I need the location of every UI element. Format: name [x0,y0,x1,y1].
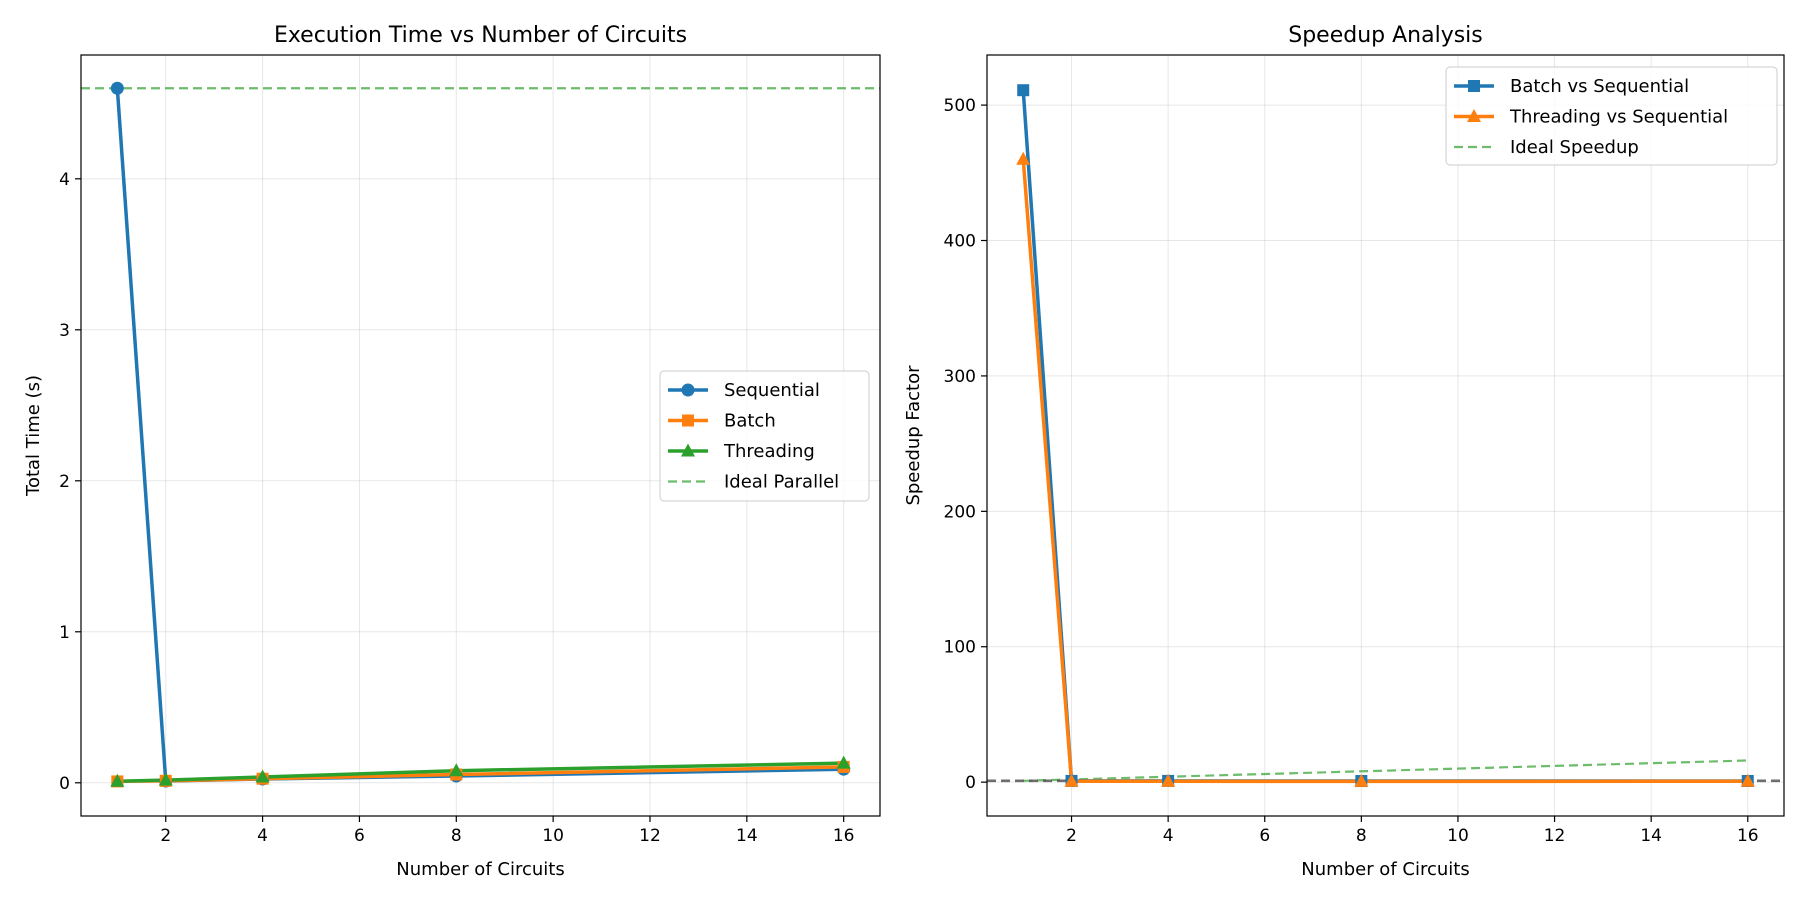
x-tick-label: 6 [354,826,365,846]
x-tick-label: 12 [639,826,661,846]
data-point [158,772,173,786]
legend-marker [682,414,694,427]
legend-marker [1468,80,1480,92]
y-tick-label: 3 [59,321,70,341]
axes-frame [80,54,881,817]
chart-title: Execution Time vs Number of Circuits [274,23,687,48]
legend-label: Ideal Parallel [724,472,839,493]
data-point [1161,773,1176,787]
x-tick-label: 10 [1447,826,1469,846]
legend-label: Threading vs Sequential [1509,107,1728,128]
x-tick-label: 4 [1163,826,1174,846]
x-tick-label: 4 [257,826,268,846]
series-line-2 [1021,159,1748,784]
x-tick-label: 16 [1737,826,1759,846]
y-tick-label: 100 [944,638,976,658]
y-axis-label: Total Time (s) [23,375,44,497]
y-tick-label: 0 [965,773,976,793]
x-tick-label: 8 [451,826,462,846]
legend-label: Threading [723,441,815,462]
legend-marker [681,443,695,457]
data-point [255,769,270,783]
y-tick-label: 1 [59,623,70,643]
x-tick-label: 14 [736,826,758,846]
data-point [1064,773,1079,787]
y-tick-label: 300 [944,367,976,387]
y-tick-label: 500 [944,96,976,116]
series-line-1 [1021,90,1748,783]
legend-label: Ideal Speedup [1510,137,1639,158]
y-tick-label: 0 [59,774,70,794]
legend-marker [1467,109,1481,122]
legend-marker [681,383,695,397]
x-tick-label: 16 [833,826,855,846]
data-point [449,763,464,777]
x-tick-label: 10 [542,826,564,846]
legend-box [659,370,870,502]
legend-box [1445,66,1778,166]
chart-2: 2 4 6 8 10 12 14 16 0 100 200 300 400 500 Speedup Anal… [903,23,1785,880]
y-tick-label: 4 [59,170,70,190]
x-tick-label: 12 [1544,826,1566,846]
plot-area [81,81,880,788]
legend: Sequential Batch Threading Ideal Parallel [659,370,870,502]
data-point [1017,84,1030,97]
legend-label: Batch [724,411,776,432]
data-point [110,773,125,787]
chart-title: Speedup Analysis [1288,23,1483,48]
x-tick-label: 2 [160,826,171,846]
legend-label: Sequential [724,380,820,401]
reference-line-1 [1023,759,1748,782]
x-tick-label: 8 [1356,826,1367,846]
data-point [1740,773,1755,787]
data-point [1354,773,1369,787]
x-tick-label: 14 [1640,826,1662,846]
y-axis-label: Speedup Factor [903,365,924,506]
x-tick-label: 2 [1066,826,1077,846]
data-point [836,755,851,769]
plot-area [987,84,1784,788]
axes-frame [986,54,1785,817]
data-point [1016,151,1031,165]
x-axis-label: Number of Circuits [1301,859,1469,880]
legend-label: Batch vs Sequential [1510,76,1689,97]
x-axis-label: Number of Circuits [396,859,564,880]
y-tick-label: 200 [944,502,976,522]
y-tick-label: 400 [944,232,976,252]
data-point [110,81,124,95]
x-tick-label: 6 [1259,826,1270,846]
y-tick-label: 2 [59,472,70,492]
legend: Batch vs Sequential Threading vs Sequenti… [1445,66,1778,166]
